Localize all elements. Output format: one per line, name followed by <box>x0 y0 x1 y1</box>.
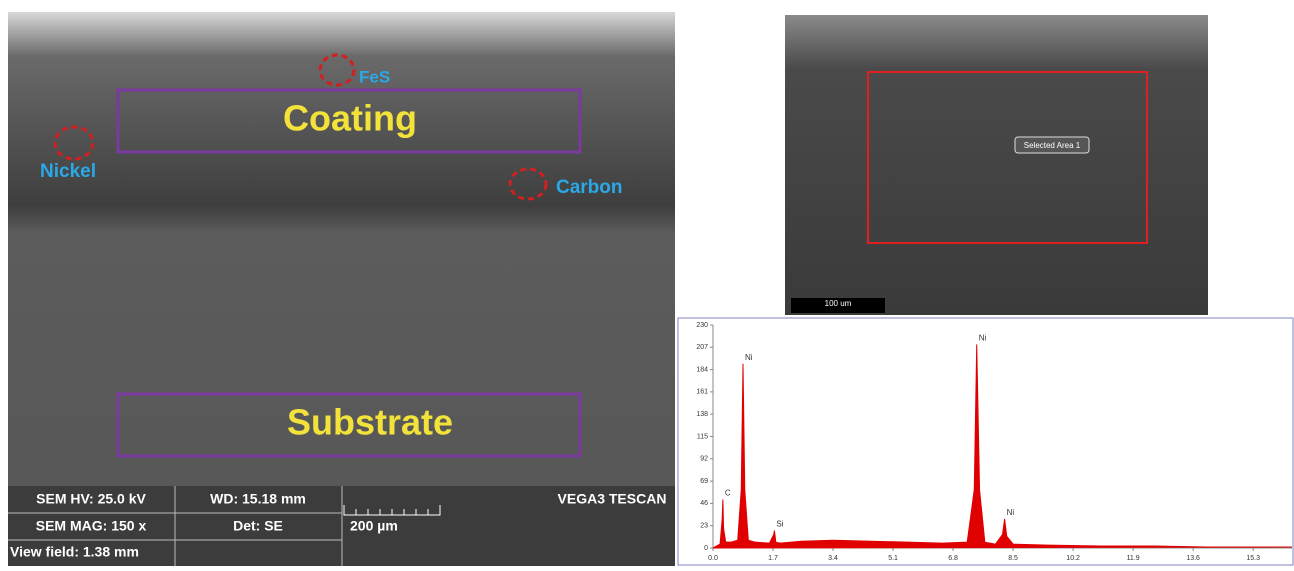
info: SEM HV: 25.0 kV <box>36 491 146 507</box>
y-tick-label: 184 <box>696 366 708 373</box>
x-tick-label: 8.5 <box>1008 555 1018 562</box>
y-tick-label: 138 <box>696 411 708 418</box>
y-tick-label: 46 <box>700 500 708 507</box>
y-tick-label: 161 <box>696 389 708 396</box>
peak-label: Ni <box>979 334 987 343</box>
figure: FeS Coating Nickel Carbon Substrate SEM … <box>0 0 1294 566</box>
peak-label: Ni <box>745 353 753 362</box>
info: Det: SE <box>233 518 283 534</box>
info: VEGA3 TESCAN <box>558 491 667 507</box>
label: Substrate <box>287 402 453 443</box>
page: FeS Coating Nickel Carbon Substrate SEM … <box>0 0 1294 566</box>
info: WD: 15.18 mm <box>210 491 306 507</box>
y-tick-label: 230 <box>696 322 708 329</box>
y-tick-label: 23 <box>700 523 708 530</box>
peak-label: C <box>725 489 731 498</box>
y-tick-label: 92 <box>700 456 708 463</box>
x-tick-label: 13.6 <box>1186 555 1200 562</box>
x-tick-label: 0.0 <box>708 555 718 562</box>
chart-frame <box>678 318 1293 565</box>
y-tick-label: 115 <box>697 433 708 440</box>
x-tick-label: 3.4 <box>828 555 838 562</box>
y-tick-label: 69 <box>700 478 708 485</box>
info: View field: 1.38 mm <box>10 544 139 560</box>
y-tick-label: 0 <box>704 545 708 552</box>
x-tick-label: 10.2 <box>1066 555 1080 562</box>
label: Coating <box>283 98 417 139</box>
peak-label: Si <box>776 520 783 529</box>
label: Nickel <box>40 161 96 182</box>
peak-label: Ni <box>1007 508 1015 517</box>
x-tick-label: 15.3 <box>1246 555 1260 562</box>
y-tick-label: 207 <box>696 344 708 351</box>
area-label: Selected Area 1 <box>1024 141 1081 150</box>
sem-image <box>785 15 1208 315</box>
x-tick-label: 6.8 <box>948 555 958 562</box>
x-tick-label: 11.9 <box>1127 555 1140 562</box>
label: FeS <box>359 67 390 86</box>
x-tick-label: 1.7 <box>768 555 778 562</box>
info: 200 µm <box>350 518 398 534</box>
scale-label: 100 um <box>825 299 852 308</box>
x-tick-label: 5.1 <box>888 555 898 562</box>
label: Carbon <box>556 177 623 198</box>
sem-image <box>8 12 675 566</box>
info: SEM MAG: 150 x <box>36 518 147 534</box>
